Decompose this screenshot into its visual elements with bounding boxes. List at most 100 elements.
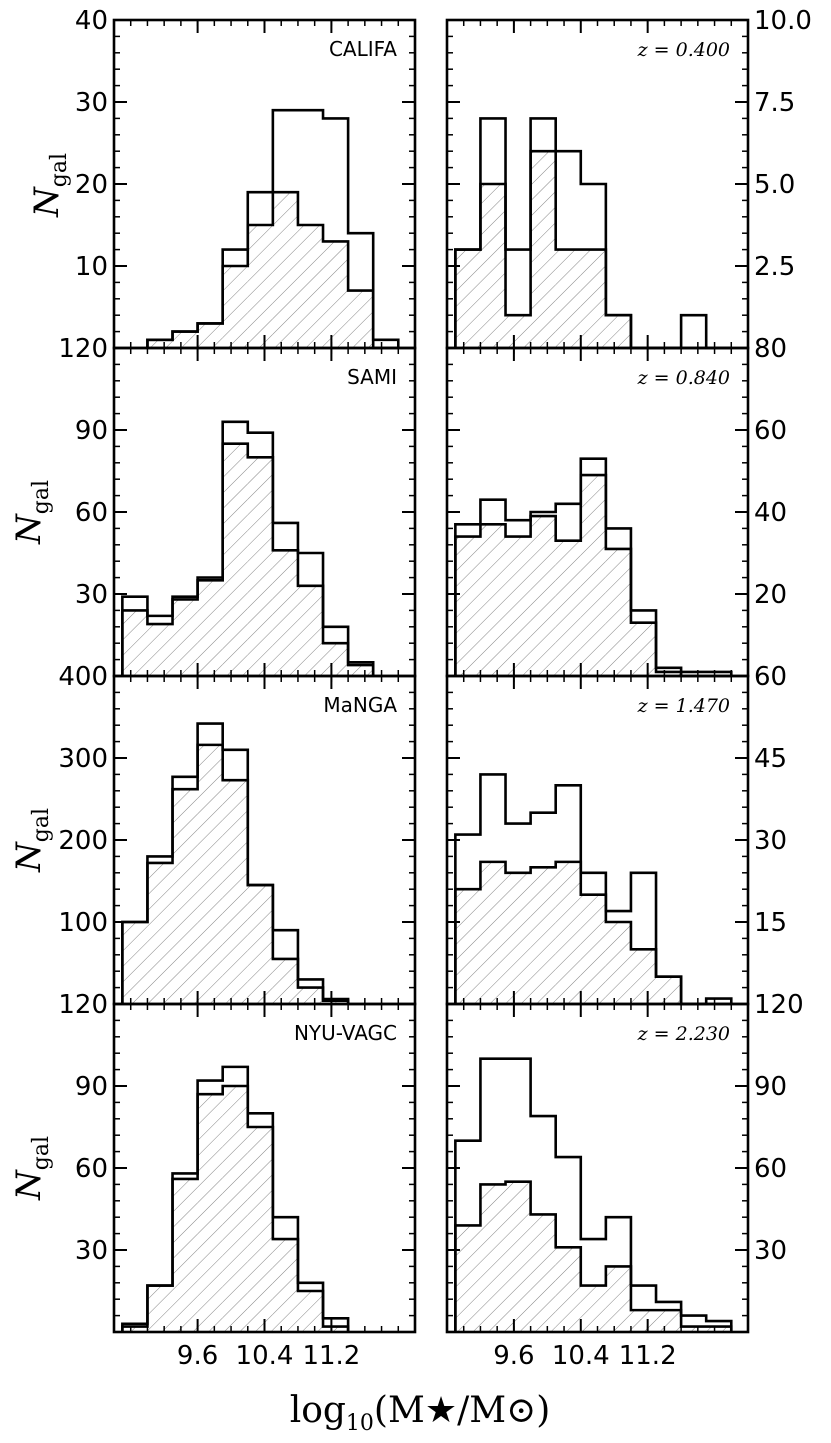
y-tick-label: 7.5 xyxy=(754,88,795,118)
hatched-bar xyxy=(455,249,481,348)
hatched-bar xyxy=(247,885,273,1004)
hatched-bar xyxy=(455,889,481,1004)
panel-label: MaNGA xyxy=(323,693,397,717)
hatched-histogram xyxy=(122,744,349,1004)
hatched-bar xyxy=(172,331,198,348)
hatched-histogram xyxy=(455,151,631,348)
hatched-bar xyxy=(197,323,223,348)
open-bar xyxy=(681,315,706,348)
hatched-bar xyxy=(323,241,349,348)
hatched-bar xyxy=(681,1326,707,1332)
hatched-bar xyxy=(348,290,374,348)
hatched-bar xyxy=(555,249,581,348)
x-tick-label: 11.2 xyxy=(619,1341,677,1371)
panel-label: z = 0.840 xyxy=(637,367,730,389)
hatched-bar xyxy=(272,1239,298,1332)
open-histogram-outline xyxy=(454,1057,733,1332)
y-tick-label: 120 xyxy=(58,334,108,364)
y-tick-label: 60 xyxy=(754,662,787,692)
panel-label: NYU-VAGC xyxy=(294,1021,397,1045)
hatched-bar xyxy=(530,516,556,676)
y-axis-label-row-4: Ngal xyxy=(9,1136,54,1201)
y-tick-label: 90 xyxy=(75,1072,108,1102)
hatched-bar xyxy=(530,867,556,1004)
hatched-bar xyxy=(147,624,173,676)
x-tick-label: 9.6 xyxy=(493,1341,534,1371)
hatched-bar xyxy=(297,987,324,1004)
y-tick-label: 90 xyxy=(75,416,108,446)
hatched-bar xyxy=(348,665,374,676)
hatched-bar xyxy=(197,744,223,1004)
hatched-bar xyxy=(272,550,298,676)
y-axis-label-row-1: Ngal xyxy=(27,153,72,218)
hatched-bar xyxy=(480,184,506,348)
hatched-histogram-outline xyxy=(121,442,375,676)
panel-z1470: 15 30 45 60 z = 1.470 xyxy=(445,662,787,1006)
x-tick-label: 11.2 xyxy=(302,1341,360,1371)
hatched-bar xyxy=(272,958,298,1004)
y-tick-label: 90 xyxy=(754,1072,787,1102)
panel-califa: 10 20 30 40 CALIFA xyxy=(75,6,417,350)
panel-z0840: 20 40 60 80 z = 0.840 xyxy=(445,334,787,678)
hatched-bar xyxy=(605,548,631,676)
open-histogram-outline xyxy=(121,1065,350,1332)
y-tick-label: 30 xyxy=(75,580,108,610)
x-tick-label: 10.4 xyxy=(552,1341,610,1371)
hatched-histogram xyxy=(122,443,374,676)
hatched-bar xyxy=(656,976,682,1004)
panel-label: z = 0.400 xyxy=(637,39,730,61)
hatched-histogram xyxy=(147,192,374,348)
hatched-histogram xyxy=(455,475,682,676)
hatched-bar xyxy=(247,1127,273,1332)
hatched-bar xyxy=(605,922,631,1004)
hatched-bar xyxy=(323,643,349,676)
panel-label: SAMI xyxy=(347,365,397,389)
hatched-bar xyxy=(580,1285,606,1332)
panel-sami: 30 60 90 120 SAMI xyxy=(58,334,417,678)
hatched-bar xyxy=(297,225,324,348)
y-tick-label: 60 xyxy=(75,498,108,528)
panels-layer: 10 20 30 40 CALIFA 2.5 5.0 7.5 10.0 z = 0.400 30 60… xyxy=(58,6,812,1371)
y-tick-label: 30 xyxy=(75,1236,108,1266)
panel-z0400: 2.5 5.0 7.5 10.0 z = 0.400 xyxy=(445,6,812,350)
hatched-bar xyxy=(247,225,273,348)
hatched-bar xyxy=(530,151,556,348)
y-tick-label: 100 xyxy=(58,908,108,938)
hatched-bar xyxy=(630,949,657,1004)
svg-text:Ngal: Ngal xyxy=(9,1136,54,1201)
hatched-histogram xyxy=(122,1086,349,1332)
y-tick-label: 60 xyxy=(75,1154,108,1184)
hatched-histogram-outline xyxy=(454,1180,733,1332)
hatched-bar xyxy=(555,540,581,676)
y-tick-label: 30 xyxy=(754,826,787,856)
hatched-histogram-outline xyxy=(121,743,350,1004)
y-tick-label: 45 xyxy=(754,744,787,774)
hatched-bar xyxy=(147,862,173,1004)
y-tick-label: 10 xyxy=(75,252,108,282)
hatched-bar xyxy=(630,622,657,676)
hatched-bar xyxy=(172,1178,198,1332)
panel-label: CALIFA xyxy=(329,37,397,61)
y-tick-label: 200 xyxy=(58,826,108,856)
hatched-bar xyxy=(555,1247,581,1332)
hatched-bar xyxy=(656,1310,682,1332)
x-tick-label: 9.6 xyxy=(177,1341,218,1371)
y-tick-label: 40 xyxy=(754,498,787,528)
hatched-bar xyxy=(122,1326,148,1332)
hatched-bar xyxy=(172,789,198,1004)
panel-label: z = 2.230 xyxy=(637,1023,730,1045)
y-tick-label: 60 xyxy=(754,1154,787,1184)
hatched-bar xyxy=(323,1326,349,1332)
hatched-bar xyxy=(505,315,531,348)
hatched-histogram xyxy=(455,1181,732,1332)
hatched-bar xyxy=(706,1326,732,1332)
y-tick-label: 400 xyxy=(58,662,108,692)
hatched-bar xyxy=(656,671,682,676)
hatched-bar xyxy=(580,249,606,348)
panel-z2230: 30 60 90 120 9.6 10.4 11.2 z = 2.230 xyxy=(445,990,804,1371)
svg-text:Ngal: Ngal xyxy=(9,808,54,873)
y-tick-label: 20 xyxy=(754,580,787,610)
open-histogram-outline xyxy=(454,117,732,350)
y-tick-label: 30 xyxy=(754,1236,787,1266)
